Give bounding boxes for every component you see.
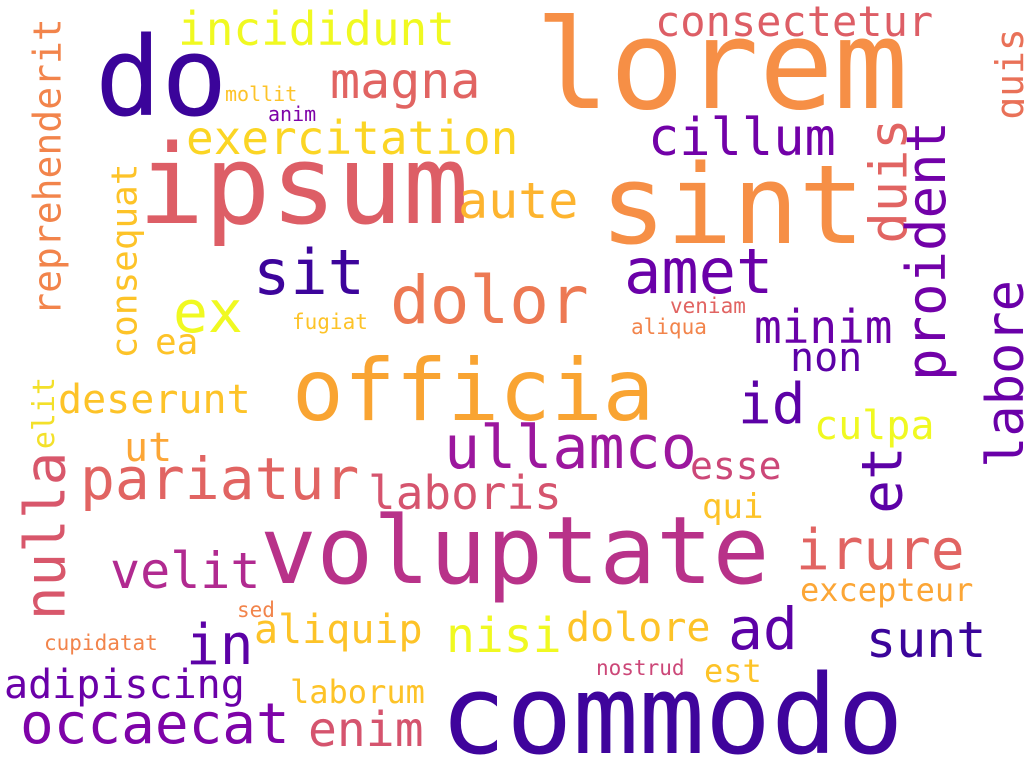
word-magna: magna: [330, 52, 481, 110]
word-non: non: [790, 335, 863, 381]
word-enim: enim: [308, 702, 424, 758]
word-ut: ut: [124, 425, 173, 471]
word-sint: sint: [600, 141, 865, 269]
word-qui: qui: [702, 487, 764, 527]
word-amet: amet: [624, 235, 774, 308]
word-sit: sit: [253, 236, 365, 309]
word-anim: anim: [268, 102, 317, 126]
word-occaecat: occaecat: [20, 692, 290, 757]
word-aliqua: aliqua: [631, 315, 707, 339]
word-velit: velit: [110, 542, 261, 600]
word-voluptate: voluptate: [260, 497, 770, 606]
word-cupidatat: cupidatat: [44, 631, 158, 655]
word-excepteur: excepteur: [800, 571, 974, 609]
word-laboris: laboris: [368, 466, 562, 520]
word-aliquip: aliquip: [254, 607, 423, 653]
word-officia: officia: [292, 341, 655, 441]
word-nisi: nisi: [446, 608, 562, 664]
word-do: do: [95, 13, 228, 141]
word-est: est: [704, 652, 762, 690]
word-dolor: dolor: [390, 262, 589, 339]
word-mollit: mollit: [225, 82, 298, 106]
word-sed: sed: [237, 598, 275, 622]
word-adipiscing: adipiscing: [4, 662, 245, 708]
word-dolore: dolore: [566, 605, 711, 651]
word-culpa: culpa: [814, 403, 935, 449]
word-laborum: laborum: [290, 673, 425, 711]
word-elit: elit: [27, 376, 63, 450]
word-labore: labore: [975, 280, 1024, 468]
word-cillum: cillum: [648, 108, 836, 168]
word-ex: ex: [173, 278, 243, 346]
word-aute: aute: [458, 172, 579, 230]
word-consectetur: consectetur: [655, 0, 934, 46]
word-reprehenderit: reprehenderit: [25, 18, 70, 316]
word-proident: proident: [895, 120, 959, 382]
word-esse: esse: [690, 444, 782, 488]
word-lorem: lorem: [535, 0, 909, 138]
word-irure: irure: [796, 518, 965, 583]
word-id: id: [738, 372, 806, 437]
word-exercitation: exercitation: [186, 111, 519, 165]
word-incididunt: incididunt: [178, 2, 455, 56]
word-nulla: nulla: [13, 451, 79, 621]
word-ullamco: ullamco: [444, 413, 697, 483]
word-in: in: [186, 613, 254, 678]
word-consequat: consequat: [104, 163, 146, 359]
word-ea: ea: [155, 322, 199, 363]
word-quis: quis: [987, 28, 1024, 120]
word-et: et: [850, 446, 916, 514]
word-veniam: veniam: [670, 294, 746, 318]
word-sunt: sunt: [866, 611, 987, 669]
word-nostrud: nostrud: [596, 656, 685, 680]
word-minim: minim: [754, 300, 893, 354]
word-ipsum: ipsum: [138, 121, 470, 249]
word-ad: ad: [728, 595, 798, 663]
word-commodo: commodo: [440, 651, 904, 768]
word-pariatur: pariatur: [80, 445, 360, 513]
word-fugiat: fugiat: [292, 310, 368, 334]
word-deserunt: deserunt: [58, 377, 251, 423]
